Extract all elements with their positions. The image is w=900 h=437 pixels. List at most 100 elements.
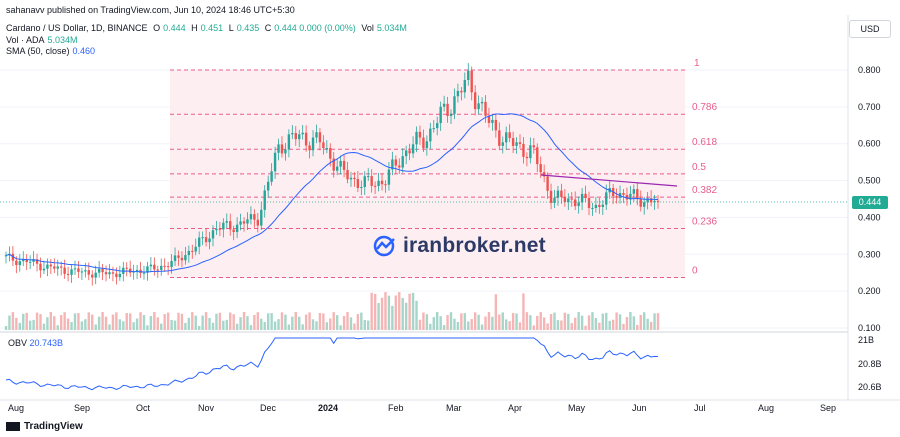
candle-body [398, 165, 401, 168]
candle-body [653, 200, 656, 203]
candle-body [32, 259, 35, 262]
tradingview-logo-icon [6, 421, 20, 431]
time-axis-label: Oct [136, 403, 151, 413]
volume-bar [108, 324, 111, 330]
volume-bar [342, 316, 346, 330]
volume-bar [156, 317, 159, 330]
trendline[interactable] [540, 174, 678, 187]
candle-body [536, 147, 539, 165]
candle-body [291, 133, 294, 135]
volume-bar [322, 313, 325, 330]
volume-bar [591, 312, 594, 330]
candle-body [215, 228, 218, 231]
candle-body [246, 219, 249, 224]
volume-bar [584, 325, 587, 330]
iranbroker-logo-icon [373, 235, 395, 257]
volume-bar [391, 305, 394, 330]
volume-bar [384, 292, 387, 330]
sma-indicator-line[interactable]: SMA (50, close) 0.460 [6, 46, 98, 56]
time-axis-label: Aug [758, 403, 774, 413]
volume-bar [498, 314, 501, 330]
volume-bar [270, 313, 273, 330]
volume-bar [553, 312, 556, 330]
price-axis-label: 0.600 [858, 139, 881, 149]
volume-bar [594, 318, 598, 330]
candle-body [273, 152, 277, 172]
volume-bar [656, 313, 660, 330]
candle-body [25, 259, 28, 263]
volume-bar [473, 312, 477, 330]
candle-body [35, 259, 39, 264]
vol-label: Vol [361, 23, 374, 33]
time-axis-label: Sep [74, 403, 90, 413]
obv-axis-label: 20.8B [858, 359, 882, 369]
candle-body [142, 272, 146, 274]
obv-axis-label: 20.6B [858, 382, 882, 392]
sma-line [5, 113, 659, 273]
volume-bar [418, 319, 422, 330]
candle-body [404, 150, 408, 157]
candle-body [18, 261, 21, 266]
volume-bar [287, 324, 291, 330]
volume-bar [229, 312, 232, 330]
volume-indicator-line[interactable]: Vol · ADA 5.034M [6, 35, 81, 45]
volume-bar [197, 325, 201, 330]
candle-body [401, 156, 404, 168]
volume-bar [191, 312, 194, 330]
price-axis-label: 0.700 [858, 102, 881, 112]
candle-body [115, 273, 118, 278]
volume-bar [215, 313, 218, 330]
volume-bar [66, 318, 70, 330]
volume-bar [139, 312, 142, 330]
candle-body [149, 264, 153, 267]
candle-body [184, 255, 187, 261]
candle-body [63, 267, 66, 274]
volume-bar [425, 314, 429, 330]
volume-bar [163, 314, 166, 330]
open-label: O [153, 23, 161, 33]
time-axis-label: 2024 [318, 403, 338, 413]
volume-bar [15, 317, 18, 330]
candle-body [135, 269, 139, 272]
volume-bar [515, 313, 518, 330]
candle-body [28, 261, 32, 263]
volume-bar [398, 292, 401, 330]
candle-body [532, 145, 536, 148]
tradingview-brand[interactable]: TradingView [6, 421, 83, 432]
candle-body [235, 224, 239, 233]
volume-bar [128, 313, 132, 330]
candle-body [505, 132, 508, 143]
candle-body [467, 70, 470, 81]
volume-bar [315, 321, 318, 330]
candle-body [94, 272, 97, 278]
symbol-name[interactable]: Cardano / US Dollar, 1D, BINANCE [6, 23, 148, 33]
volume-bar [311, 319, 315, 330]
obv-indicator-line[interactable]: OBV 20.743B [8, 338, 63, 348]
volume-bar [149, 316, 153, 330]
volume-bar [73, 313, 77, 330]
currency-button[interactable]: USD [849, 20, 891, 38]
candle-body [301, 132, 304, 135]
brand-label: TradingView [24, 421, 83, 432]
sma-indicator-value: 0.460 [72, 46, 96, 56]
volume-bar [4, 326, 8, 330]
candle-body [601, 204, 605, 207]
volume-bar [18, 322, 21, 330]
time-axis-label: Mar [446, 403, 462, 413]
candle-body [325, 148, 329, 150]
time-axis-label: Nov [198, 403, 215, 413]
candle-body [97, 268, 101, 273]
time-axis-label: May [568, 403, 586, 413]
candle-body [598, 204, 601, 207]
volume-bar [280, 312, 284, 330]
candle-body [529, 145, 532, 159]
symbol-ohlc-line: Cardano / US Dollar, 1D, BINANCE O 0.444 … [6, 23, 410, 33]
volume-bar [560, 320, 563, 330]
candle-body [373, 185, 377, 187]
candle-body [556, 190, 560, 198]
volume-bar [567, 313, 570, 330]
volume-bar [32, 319, 35, 330]
volume-bar [508, 321, 511, 330]
candle-body [242, 221, 246, 224]
